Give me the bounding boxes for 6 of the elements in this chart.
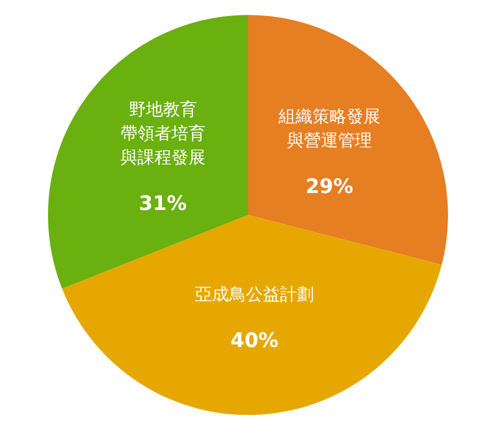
data-label: 29% xyxy=(305,174,354,198)
slice-label: 野地教育帶領者培育與課程發展 xyxy=(120,100,206,168)
data-label: 40% xyxy=(230,328,278,352)
slice-label: 亞成鳥公益計劃 xyxy=(194,284,314,305)
slice-label: 組織策略發展與營運管理 xyxy=(277,106,380,151)
data-label: 31% xyxy=(138,191,187,216)
